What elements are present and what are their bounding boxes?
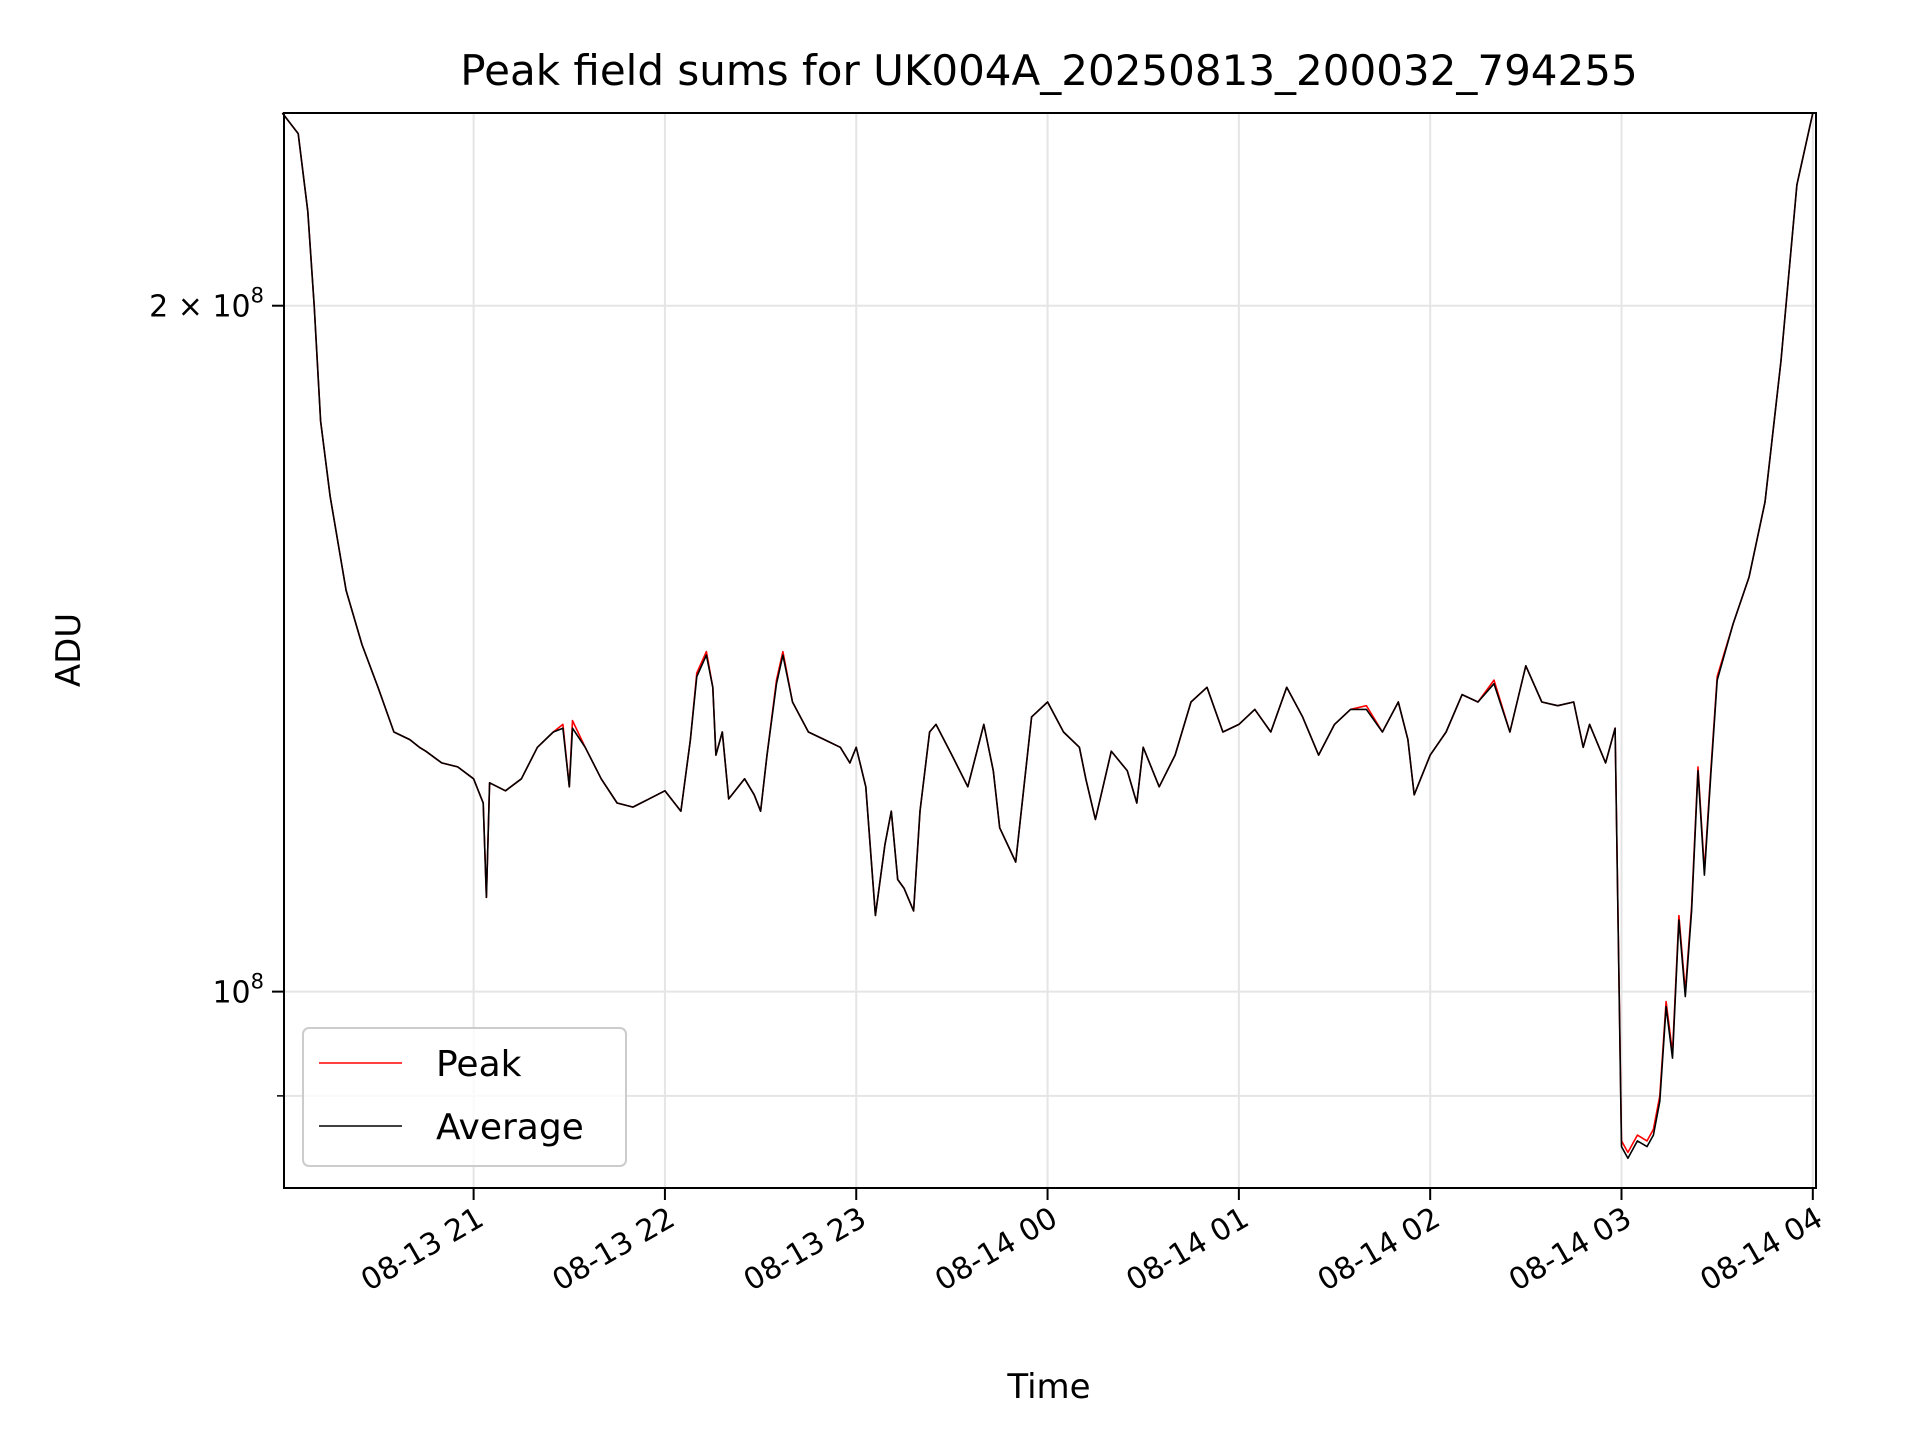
legend-label-average: Average xyxy=(436,1107,584,1148)
plot-frame xyxy=(283,112,1817,1189)
series-layer xyxy=(281,112,1814,1160)
legend: Peak Average xyxy=(302,1027,627,1167)
y-tick-label-exponent: 8 xyxy=(251,970,264,994)
y-tick-label-base: 10 xyxy=(212,976,250,1011)
y-tick-label: 108 xyxy=(212,970,264,1011)
legend-label-peak: Peak xyxy=(436,1044,522,1085)
series-line-average xyxy=(281,112,1814,1160)
plot-area xyxy=(281,112,1817,1189)
y-tick-label-prefix: 2 × xyxy=(149,290,212,325)
plot-background xyxy=(284,113,1816,1188)
y-tick-label: 2 × 108 xyxy=(149,284,264,325)
x-axis-label: Time xyxy=(1006,1367,1090,1407)
y-tick-label-base: 10 xyxy=(212,290,250,325)
grid xyxy=(284,113,1816,1188)
chart-title: Peak field sums for UK004A_20250813_2000… xyxy=(460,46,1637,95)
y-axis-label: ADU xyxy=(49,613,89,687)
y-tick-label-exponent: 8 xyxy=(251,284,264,308)
